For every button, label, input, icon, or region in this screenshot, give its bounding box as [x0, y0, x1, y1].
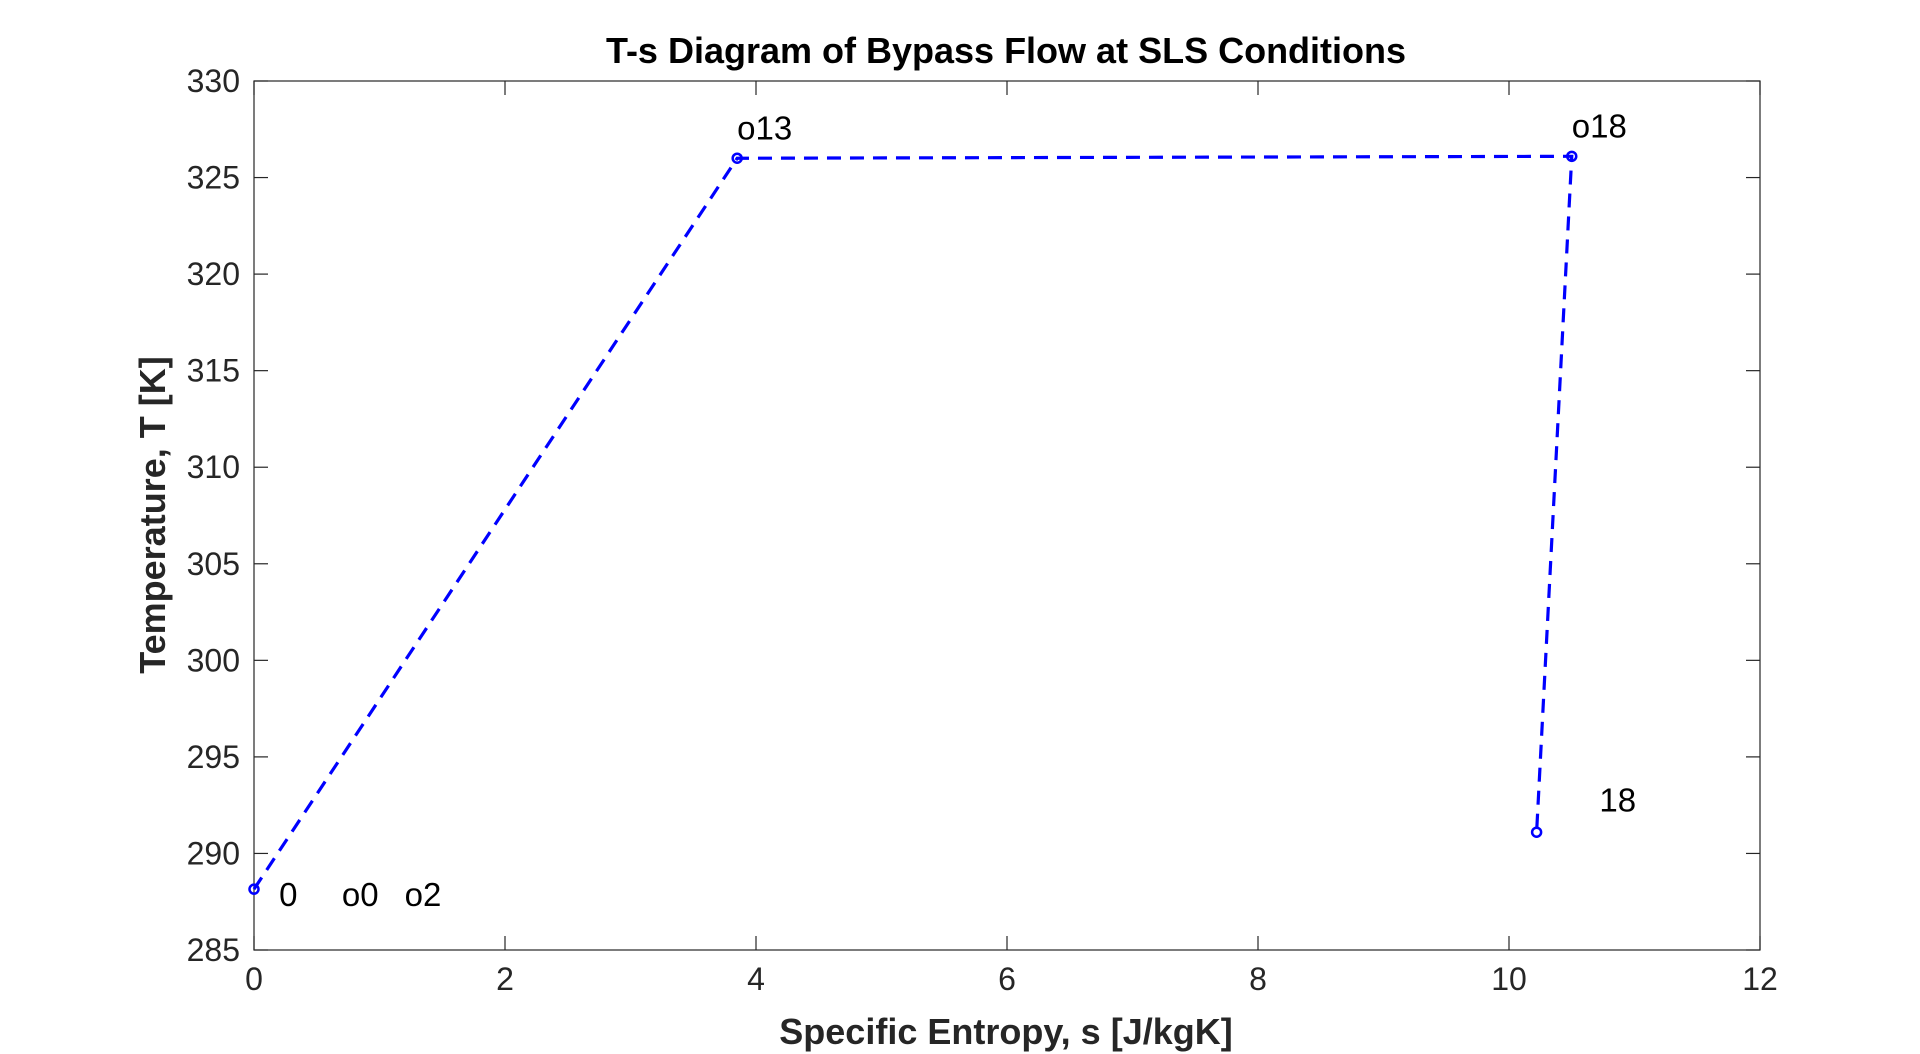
point-annotation: 18	[1599, 781, 1636, 818]
chart-title: T-s Diagram of Bypass Flow at SLS Condit…	[606, 30, 1406, 71]
data-layer	[248, 150, 1578, 895]
x-tick-label: 6	[998, 961, 1016, 997]
y-tick-label: 325	[187, 160, 240, 196]
y-tick-label: 290	[187, 835, 240, 871]
x-tick-label: 8	[1249, 961, 1267, 997]
x-tick-label: 4	[747, 961, 765, 997]
y-tick-label: 320	[187, 256, 240, 292]
data-point	[731, 152, 743, 164]
y-tick-label: 310	[187, 449, 240, 485]
x-tick-label: 0	[245, 961, 263, 997]
y-tick-label: 285	[187, 932, 240, 968]
x-tick-label: 10	[1491, 961, 1527, 997]
x-tick-label: 12	[1742, 961, 1778, 997]
axis-ticks: 0 2 4 6 8 10 12 285 290 295 300 305 310 315 320 325 330	[187, 63, 1778, 997]
y-tick-label: 305	[187, 546, 240, 582]
data-point	[1530, 826, 1543, 838]
point-annotation: o18	[1572, 107, 1627, 144]
y-axis-label: Temperature, T [K]	[132, 356, 173, 673]
point-annotation: o13	[737, 109, 792, 146]
point-annotation: o0	[342, 876, 379, 913]
y-tick-label: 300	[187, 642, 240, 678]
x-tick-label: 2	[496, 961, 514, 997]
data-point	[248, 883, 260, 895]
point-annotation: o2	[405, 876, 442, 913]
plot-area	[253, 80, 1761, 951]
annotations: 0 o0 o2 o13 o18 18	[279, 107, 1636, 913]
y-tick-label: 330	[187, 63, 240, 99]
y-tick-label: 295	[187, 739, 240, 775]
x-axis-label: Specific Entropy, s [J/kgK]	[779, 1011, 1232, 1052]
data-point	[1566, 150, 1578, 163]
y-tick-label: 315	[187, 353, 240, 389]
series-line	[252, 154, 1574, 891]
point-annotation: 0	[279, 876, 297, 913]
